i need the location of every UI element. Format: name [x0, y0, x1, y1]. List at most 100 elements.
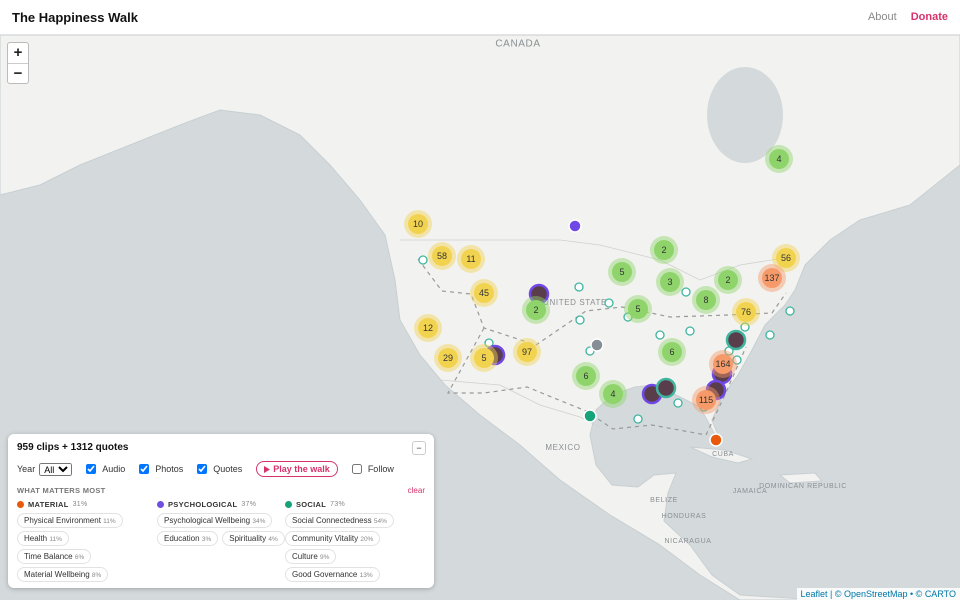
play-icon: [264, 465, 271, 473]
cluster-count: 58: [437, 251, 447, 261]
tag-share: 3%: [201, 536, 212, 543]
audio-checkbox[interactable]: [86, 464, 97, 474]
tag-share: 34%: [252, 518, 266, 525]
quotes-checkbox[interactable]: [197, 464, 208, 474]
cluster[interactable]: 3: [656, 268, 684, 296]
cluster-body: [612, 262, 632, 282]
category-head: MATERIAL 31%: [17, 498, 157, 510]
cluster[interactable]: 58: [428, 242, 456, 270]
category-name: SOCIAL: [296, 499, 327, 509]
collapse-button[interactable]: −: [412, 441, 426, 455]
cluster[interactable]: 12: [414, 314, 442, 342]
tag[interactable]: Community Vitality 20%: [285, 531, 381, 546]
nav-about[interactable]: About: [867, 11, 897, 23]
photos-label[interactable]: Photos: [155, 464, 184, 474]
follow-checkbox[interactable]: [351, 464, 362, 474]
cluster-count: 164: [715, 359, 730, 369]
cluster-count: 12: [423, 323, 433, 333]
audio-label[interactable]: Audio: [102, 464, 126, 474]
cluster[interactable]: 2: [522, 296, 550, 324]
attribution[interactable]: Leaflet | © OpenStreetMap • © CARTO: [796, 588, 960, 600]
tag[interactable]: Education 3%: [157, 531, 219, 546]
play-button[interactable]: Play the walk: [256, 461, 338, 477]
tag[interactable]: Social Connectedness 54%: [285, 513, 394, 528]
cluster[interactable]: 164: [709, 350, 737, 378]
tag[interactable]: Good Governance 13%: [285, 567, 380, 582]
section-head: WHAT MATTERS MOST clear: [17, 486, 425, 495]
tag-share: 11%: [103, 518, 116, 525]
cluster-body: [776, 248, 796, 268]
follow-label[interactable]: Follow: [367, 464, 394, 474]
category-dot: [17, 500, 24, 508]
tag-share: 13%: [359, 572, 373, 579]
cluster[interactable]: 2: [714, 266, 742, 294]
cluster[interactable]: 5: [470, 344, 498, 372]
cluster[interactable]: 56: [772, 244, 800, 272]
cluster[interactable]: 2: [650, 236, 678, 264]
category-name: PSYCHOLOGICAL: [168, 499, 238, 509]
cluster[interactable]: 5: [608, 258, 636, 286]
tag[interactable]: Culture 9%: [285, 549, 337, 564]
cluster-count: 2: [725, 275, 730, 285]
cluster-body: [769, 149, 789, 169]
zoom-in[interactable]: +: [13, 44, 23, 61]
category-share: 37%: [241, 500, 257, 508]
cluster[interactable]: 115: [692, 386, 720, 414]
cluster[interactable]: 45: [470, 279, 498, 307]
cluster-count: 6: [583, 371, 588, 381]
tag[interactable]: Material Wellbeing 8%: [17, 567, 109, 582]
cluster-count: 4: [610, 389, 615, 399]
tag-name: Community Vitality: [292, 534, 359, 543]
cluster-count: 5: [619, 267, 624, 277]
category-share: 73%: [330, 500, 346, 508]
year-select[interactable]: All: [39, 462, 73, 476]
cluster[interactable]: 29: [434, 344, 462, 372]
cluster-body: [418, 318, 438, 338]
site-title[interactable]: The Happiness Walk: [12, 9, 138, 25]
quotes-label[interactable]: Quotes: [213, 464, 243, 474]
tag[interactable]: Spirituality 4%: [222, 531, 285, 546]
clip-marker: [604, 298, 614, 308]
play-label: Play the walk: [273, 464, 330, 474]
tag[interactable]: Health 11%: [17, 531, 69, 546]
cluster[interactable]: 8: [692, 286, 720, 314]
tag-share: 6%: [74, 554, 85, 561]
cluster[interactable]: 4: [599, 380, 627, 408]
cluster[interactable]: 10: [404, 210, 432, 238]
cluster-count: 4: [776, 154, 781, 164]
tag-name: Physical Environment: [24, 516, 101, 525]
clip-marker: [673, 398, 683, 408]
tag[interactable]: Time Balance 6%: [17, 549, 92, 564]
tag-share: 9%: [320, 554, 330, 561]
clip-marker: [681, 287, 691, 297]
photos-checkbox[interactable]: [139, 464, 150, 474]
cluster[interactable]: 76: [732, 298, 760, 326]
cluster[interactable]: 5: [624, 295, 652, 323]
cluster-body: [603, 384, 623, 404]
cluster-body: [474, 348, 494, 368]
tag-share: 54%: [373, 518, 387, 525]
zoom-out[interactable]: −: [8, 63, 28, 83]
clip-marker: [655, 330, 665, 340]
tag[interactable]: Physical Environment 11%: [17, 513, 123, 528]
category-group: SOCIAL 73% Social Connectedness 54% Communi…: [285, 498, 425, 582]
cluster[interactable]: 4: [765, 145, 793, 173]
cluster[interactable]: 97: [513, 338, 541, 366]
photo-marker: [725, 329, 747, 351]
tag[interactable]: Psychological Wellbeing 34%: [157, 513, 273, 528]
category-dot: [157, 500, 164, 508]
cluster[interactable]: 6: [658, 338, 686, 366]
clear-button[interactable]: clear: [407, 486, 425, 495]
nav-donate[interactable]: Donate: [910, 11, 948, 23]
cluster-body: [432, 246, 452, 266]
cluster[interactable]: 6: [572, 362, 600, 390]
category-group: PSYCHOLOGICAL 37% Psychological Wellbeing …: [157, 498, 285, 582]
cluster-count: 11: [466, 254, 475, 264]
cluster-body: [736, 302, 756, 322]
cluster[interactable]: 137: [758, 264, 786, 292]
cluster-body: [576, 366, 596, 386]
hispaniola-land: [778, 472, 824, 484]
cluster[interactable]: 11: [457, 245, 485, 273]
tag-name: Time Balance: [24, 552, 73, 561]
